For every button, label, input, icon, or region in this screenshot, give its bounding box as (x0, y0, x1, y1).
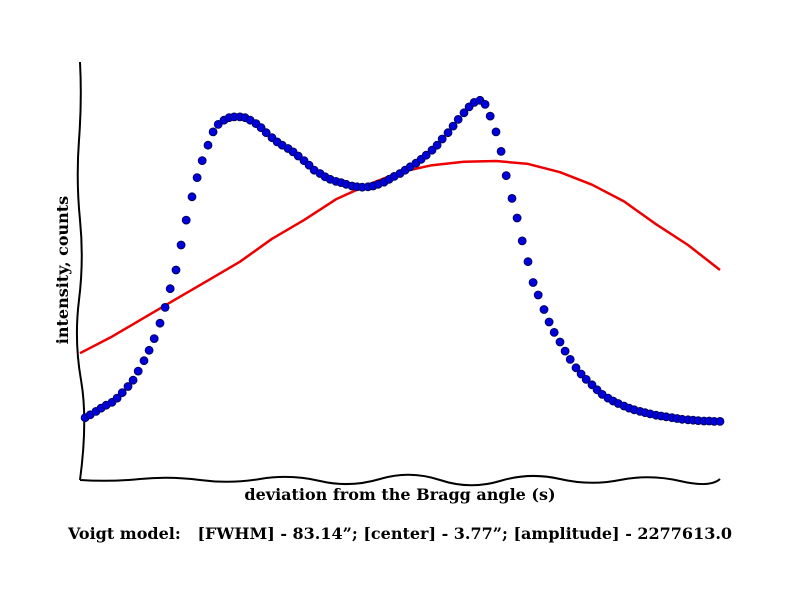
data-point (565, 354, 575, 364)
data-point (165, 284, 175, 294)
data-point (555, 337, 565, 347)
data-point (533, 290, 543, 300)
data-point (293, 151, 303, 161)
data-point (437, 134, 447, 144)
data-point (560, 346, 570, 356)
data-point (203, 140, 213, 150)
data-point (192, 173, 202, 183)
data-point (571, 363, 581, 373)
data-point (501, 171, 511, 181)
x-axis-label: deviation from the Bragg angle (s) (244, 485, 555, 504)
data-point (139, 356, 149, 366)
data-point (523, 257, 533, 267)
data-point (715, 416, 725, 426)
data-points-series (80, 95, 725, 426)
data-point (480, 100, 490, 109)
data-point (517, 236, 527, 246)
data-point (421, 150, 431, 160)
data-point (432, 140, 442, 150)
data-point (176, 240, 186, 250)
fit-parameters-caption: Voigt model: [FWHM] - 83.14”; [center] -… (67, 524, 732, 543)
data-point (453, 115, 463, 124)
data-point (117, 388, 127, 398)
data-point (443, 128, 453, 138)
data-point (155, 318, 165, 328)
data-point (448, 121, 458, 131)
data-point (112, 393, 122, 403)
data-point (539, 305, 549, 314)
data-point (187, 192, 197, 202)
data-point (459, 108, 469, 118)
data-point (528, 278, 538, 287)
data-point (149, 334, 159, 344)
data-point (133, 366, 143, 376)
data-point (581, 374, 591, 384)
plot-area (75, 61, 725, 487)
data-point (128, 375, 138, 385)
data-point (208, 127, 218, 137)
data-point (544, 317, 554, 327)
data-point (171, 265, 181, 275)
data-point (485, 111, 495, 121)
data-point (261, 128, 271, 138)
data-point (491, 127, 501, 137)
data-point (160, 302, 170, 312)
data-point (576, 369, 586, 379)
data-point (123, 382, 133, 391)
x-axis-line (79, 473, 721, 487)
y-axis-label: intensity, counts (53, 196, 72, 344)
data-point (496, 146, 506, 156)
y-axis-line (75, 61, 86, 481)
data-point (197, 156, 207, 166)
data-point (512, 213, 522, 223)
data-point (144, 345, 154, 355)
data-point (549, 327, 559, 337)
data-point (181, 215, 191, 225)
data-point (507, 193, 517, 203)
